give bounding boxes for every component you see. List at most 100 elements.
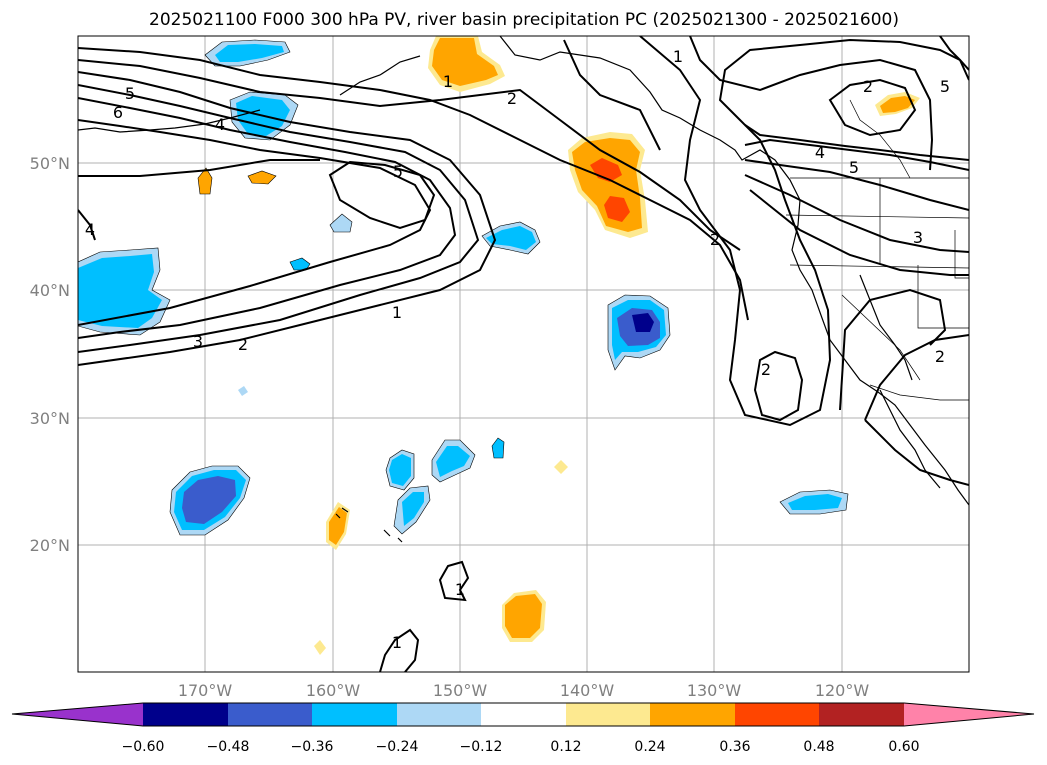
pv-contours [78, 36, 969, 672]
lat-label: 20°N [30, 536, 70, 555]
contour-7 [78, 159, 320, 177]
colorbar-segment [312, 703, 397, 726]
lon-label: 130°W [687, 681, 742, 700]
colorbar-segment [143, 703, 228, 726]
colorbar-segment [819, 703, 904, 726]
contour-17 [839, 288, 947, 411]
contour-label: 4 [815, 143, 825, 162]
contour-6 [78, 119, 432, 326]
contour-closed-2b [828, 78, 917, 137]
colorbar-segment [566, 703, 650, 726]
map-background [78, 36, 969, 672]
map-panel: 1 2 5 4 6 5 4 1 2 3 1 2 1 2 2 4 5 3 2 5 [77, 35, 970, 673]
contour-closed-5 [328, 160, 436, 230]
contour-19 [939, 36, 969, 71]
anomaly-warm-gulf [432, 38, 498, 86]
contour-8 [563, 39, 661, 151]
colorbar-extend-low [12, 703, 143, 726]
colorbar-segment [228, 703, 312, 726]
colorbar-tick-label: −0.48 [207, 739, 250, 755]
colorbar-tick-label: −0.60 [122, 739, 165, 755]
border-state-2 [789, 264, 969, 269]
contour-label: 2 [507, 89, 517, 108]
anomaly-blob-hawaii-1 [389, 454, 411, 486]
anomaly-blob-bering [215, 44, 284, 62]
contour-3 [78, 71, 497, 366]
border-state-6 [954, 230, 969, 279]
contour-label: 3 [193, 332, 203, 351]
contour-label: 2 [710, 230, 720, 249]
contour-label: 1 [392, 303, 402, 322]
anomaly-blob-hawaii-2 [402, 492, 424, 526]
colorbar-segment [650, 703, 735, 726]
contour-closed-1a [438, 560, 470, 602]
lon-label: 150°W [433, 681, 488, 700]
coastline-hawaii [335, 507, 403, 543]
figure-title: 2025021100 F000 300 hPa PV, river basin … [149, 10, 899, 30]
anomaly-cold-dot [238, 386, 248, 396]
lon-label: 120°W [815, 681, 870, 700]
contour-label: 4 [215, 115, 225, 134]
anomaly-blob-central [486, 226, 536, 250]
border-state-3 [841, 294, 921, 381]
lat-label: 40°N [30, 281, 70, 300]
coastline-north-america [499, 36, 969, 506]
contour-label: 1 [392, 633, 402, 652]
latitude-labels: 50°N 40°N 30°N 20°N [30, 154, 70, 555]
colorbar-segment [735, 703, 819, 726]
colorbar-extend-high [904, 703, 1034, 726]
contour-label: 4 [85, 220, 95, 239]
contour-label: 3 [913, 228, 923, 247]
map-frame [77, 35, 970, 673]
contour-11 [744, 138, 969, 171]
colorbar-tick-label: 0.36 [719, 739, 750, 755]
contour-label: 2 [863, 77, 873, 96]
contour-13 [744, 174, 969, 253]
contour-5 [78, 97, 457, 339]
anomaly-warm-canada [880, 96, 915, 113]
colorbar: −0.60 −0.48 −0.36 −0.24 −0.12 0.12 0.24 … [11, 702, 1035, 755]
coastline-aleutians [78, 109, 261, 133]
contour-label: 2 [935, 347, 945, 366]
contour-16 [864, 419, 969, 486]
colorbar-tick-label: −0.36 [291, 739, 334, 755]
anomaly-blob-hawaii-3 [436, 446, 470, 477]
anomaly-warm-tropics [505, 594, 542, 638]
colorbar-tick-label: −0.12 [460, 739, 503, 755]
precip-anomaly-shading [78, 36, 920, 655]
contour-9 [689, 36, 934, 171]
contour-15 [864, 334, 969, 421]
contour-labels: 1 2 5 4 6 5 4 1 2 3 1 2 1 2 2 4 5 3 2 5 [85, 47, 950, 652]
contour-label: 5 [125, 84, 135, 103]
contour-label: 1 [455, 580, 465, 599]
border-state-1 [785, 214, 969, 219]
contour-label: 1 [673, 47, 683, 66]
contour-label: 5 [393, 162, 403, 181]
contour-label: 5 [849, 158, 859, 177]
anomaly-blob-small-1 [289, 257, 311, 271]
anomaly-blob-baja [788, 494, 842, 510]
contour-label: 1 [443, 72, 453, 91]
lon-label: 160°W [306, 681, 361, 700]
contour-label: 2 [761, 360, 771, 379]
contour-label: 2 [238, 335, 248, 354]
border-us-mexico [869, 384, 969, 401]
anomaly-blob-hawaii-west-core [182, 476, 236, 524]
contour-14 [749, 189, 969, 276]
anomaly-warm-dot-2 [314, 640, 326, 655]
contour-2 [78, 59, 741, 251]
coastline-gulf-of-california [859, 274, 913, 381]
contour-label: 6 [113, 103, 123, 122]
lat-label: 50°N [30, 154, 70, 173]
colorbar-outline [11, 702, 1035, 727]
colorbar-tick-label: 0.60 [888, 739, 919, 755]
contour-label: 5 [940, 77, 950, 96]
colorbar-segment [397, 703, 481, 726]
anomaly-warm-dot [554, 460, 568, 474]
contour-1 [78, 47, 749, 321]
contour-closed-2a [753, 350, 804, 422]
political-borders [785, 99, 969, 401]
anomaly-blob-deep-core [632, 313, 654, 332]
contour-12 [744, 159, 969, 211]
